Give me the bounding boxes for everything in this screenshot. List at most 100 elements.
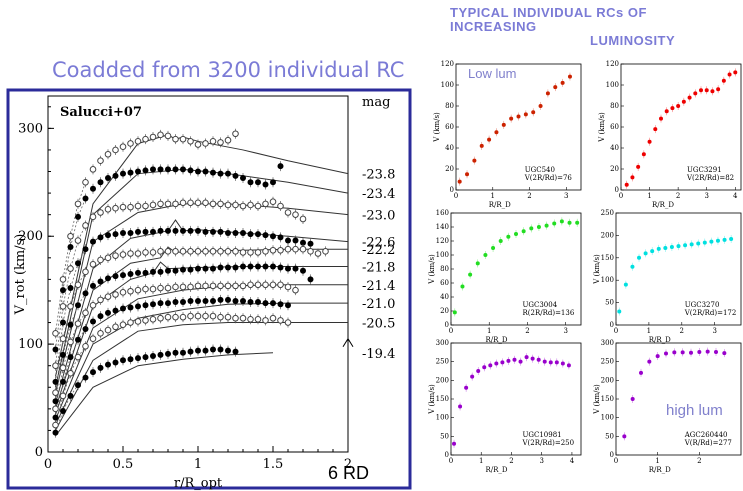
small-y-tick-label: 100 xyxy=(441,81,454,89)
main-data-point xyxy=(254,202,262,210)
main-data-point xyxy=(254,249,262,256)
small-data-point xyxy=(722,351,727,356)
main-data-point xyxy=(180,227,186,234)
right-title-line2: INCREASING xyxy=(450,19,537,34)
main-data-point xyxy=(239,282,247,290)
main-data-point xyxy=(142,249,149,256)
main-data-point xyxy=(75,260,81,267)
main-data-point xyxy=(52,330,59,337)
main-data-point xyxy=(142,135,149,143)
main-data-point xyxy=(194,199,202,207)
small-y-tick-label: 40 xyxy=(440,293,449,301)
main-mag-label: -21.0 xyxy=(362,297,395,312)
main-data-point xyxy=(60,408,66,415)
main-data-point xyxy=(284,245,292,253)
main-source-label: Salucci+07 xyxy=(60,105,142,120)
main-data-point xyxy=(187,248,194,255)
main-data-point xyxy=(134,202,142,210)
small-data-point xyxy=(664,109,669,114)
main-data-point xyxy=(82,374,89,381)
main-data-point xyxy=(135,168,141,175)
main-data-point xyxy=(225,347,231,354)
main-data-point xyxy=(239,249,247,256)
small-data-point xyxy=(494,361,499,366)
small-y-axis-label: V (km/s) xyxy=(428,384,436,415)
small-x-tick-label: 1 xyxy=(655,457,659,465)
small-data-point xyxy=(553,85,558,90)
main-data-point xyxy=(187,297,194,304)
small-data-point xyxy=(460,284,465,289)
main-data-point xyxy=(104,205,112,213)
main-data-point xyxy=(164,248,172,255)
small-data-point xyxy=(696,241,701,246)
main-data-point xyxy=(112,146,119,154)
main-data-point xyxy=(89,166,97,173)
main-model-line xyxy=(55,322,348,431)
small-velocity-label: R(2R/Rd)=136 xyxy=(523,309,575,317)
main-data-point xyxy=(300,239,306,246)
small-y-tick-label: 0 xyxy=(445,321,449,329)
small-data-point xyxy=(630,264,635,269)
small-data-point xyxy=(624,182,629,187)
small-data-point xyxy=(521,229,526,234)
main-data-point xyxy=(172,166,179,173)
small-y-tick-label: 60 xyxy=(610,123,619,131)
small-data-point xyxy=(468,272,473,277)
main-mag-label: -22.2 xyxy=(362,243,395,258)
small-x-tick-label: 2 xyxy=(509,457,513,465)
small-data-point xyxy=(494,130,499,135)
main-data-point xyxy=(210,297,216,304)
small-y-tick-label: 0 xyxy=(615,186,619,194)
small-data-point xyxy=(670,106,675,111)
main-data-point xyxy=(285,265,291,272)
small-data-point xyxy=(482,365,487,370)
main-data-point xyxy=(292,245,299,253)
main-data-point xyxy=(127,356,134,363)
small-x-tick-label: 1 xyxy=(647,192,651,200)
small-data-point xyxy=(697,349,702,354)
small-x-axis-label: R/R_D xyxy=(649,466,671,474)
main-data-point xyxy=(292,237,299,244)
main-data-point xyxy=(240,230,246,237)
small-x-tick-label: 4 xyxy=(570,457,575,465)
main-data-point xyxy=(224,248,232,255)
main-frame xyxy=(6,88,412,490)
small-data-point xyxy=(506,358,511,363)
small-data-point xyxy=(542,359,547,364)
main-data-point xyxy=(232,297,239,304)
small-data-point xyxy=(566,363,571,368)
main-data-point xyxy=(202,168,209,175)
main-data-point xyxy=(82,290,89,297)
small-data-point xyxy=(727,72,732,77)
main-data-point xyxy=(217,228,224,235)
main-data-point xyxy=(119,289,127,296)
main-data-point xyxy=(150,228,156,235)
small-y-tick-label: 120 xyxy=(441,60,454,68)
small-x-tick-label: 0 xyxy=(614,457,618,465)
main-mag-label: -23.8 xyxy=(362,168,395,183)
small-y-tick-label: 80 xyxy=(440,265,449,273)
main-data-point xyxy=(52,362,59,369)
main-data-point xyxy=(217,346,224,353)
main-data-point xyxy=(180,166,186,173)
small-y-tick-label: 150 xyxy=(601,254,614,262)
main-data-point xyxy=(97,364,104,371)
small-data-point xyxy=(689,350,693,355)
main-x-tick-label: 1 xyxy=(194,457,202,472)
small-y-tick-label: 80 xyxy=(445,102,454,110)
small-data-point xyxy=(509,116,514,121)
main-x-tick-label: 0.5 xyxy=(113,457,134,472)
small-y-tick-label: 250 xyxy=(601,358,614,366)
small-y-tick-label: 0 xyxy=(450,186,454,194)
main-data-point xyxy=(150,352,156,359)
main-data-point xyxy=(239,314,247,322)
small-y-tick-label: 100 xyxy=(436,414,449,422)
main-data-point xyxy=(187,348,194,355)
small-y-tick-label: 50 xyxy=(440,432,449,440)
main-data-point xyxy=(90,282,96,289)
small-chart-agc260440: 0 1 2 0 50 100 150 200 250 300 V (km/s) R/R_D AGC260… xyxy=(593,339,742,474)
main-data-point xyxy=(157,351,164,358)
small-data-point xyxy=(676,104,681,108)
small-y-tick-label: 0 xyxy=(610,451,614,459)
main-data-point xyxy=(90,238,96,245)
